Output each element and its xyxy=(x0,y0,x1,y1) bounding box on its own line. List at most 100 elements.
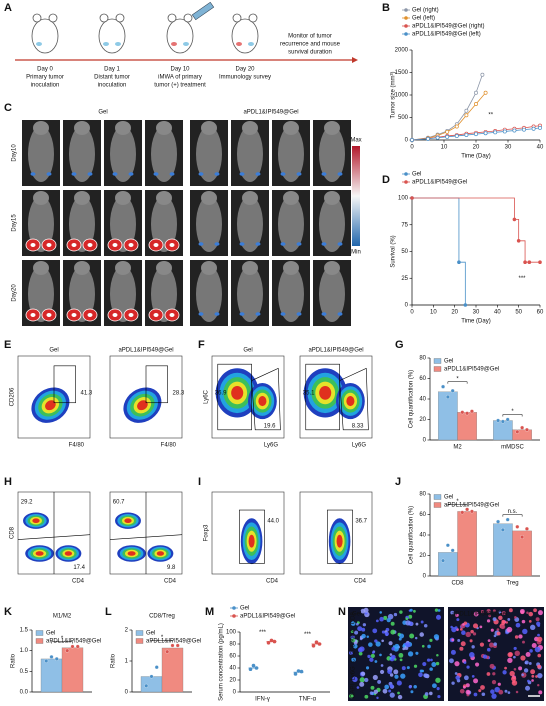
cell xyxy=(507,618,511,621)
cell xyxy=(421,644,425,648)
annotation: *** xyxy=(259,630,267,636)
signal xyxy=(280,242,286,246)
mouse-ear xyxy=(167,13,177,23)
mouse-head xyxy=(242,121,258,135)
signal-core xyxy=(71,243,77,247)
cell xyxy=(475,662,480,667)
replicate xyxy=(154,665,159,670)
mouse-head xyxy=(115,191,131,205)
signal xyxy=(30,172,36,176)
signal xyxy=(153,172,159,176)
annotation: n.s. xyxy=(508,509,518,515)
sig-bracket xyxy=(447,504,468,507)
signal xyxy=(239,242,245,246)
cell xyxy=(493,642,497,646)
y-tick-label: 100 xyxy=(226,630,237,636)
mouse-silhouette xyxy=(319,196,345,252)
legend-marker xyxy=(232,614,236,618)
tumor xyxy=(183,42,189,46)
cell xyxy=(535,675,538,678)
cell xyxy=(433,634,440,640)
cell xyxy=(389,684,394,688)
point xyxy=(516,239,521,243)
panel-label: E xyxy=(4,339,11,351)
replicate xyxy=(500,527,505,532)
cell xyxy=(357,647,363,653)
legend-swatch xyxy=(35,638,44,644)
mouse-head xyxy=(283,261,299,275)
point xyxy=(493,130,498,135)
cell xyxy=(408,685,412,689)
y-tick-label: 0 xyxy=(405,138,409,144)
y-tick-label: 2 xyxy=(125,628,129,634)
replicate xyxy=(272,639,277,644)
replicate xyxy=(469,409,474,414)
mouse-head xyxy=(242,191,258,205)
y-tick-label: 60 xyxy=(419,376,426,382)
cell xyxy=(469,652,475,658)
mouse-ear xyxy=(232,13,242,23)
timeline-note: recurrence and mouse xyxy=(280,42,341,48)
cell xyxy=(459,627,463,631)
cell xyxy=(364,694,369,699)
stain-label: CD8 xyxy=(351,612,357,625)
x-tick-label: 40 xyxy=(494,310,501,316)
cell xyxy=(470,629,474,634)
flow-group: aPDL1&IPI549@Gel xyxy=(118,348,173,354)
quadrant xyxy=(17,534,91,540)
gate-value: 19.6 xyxy=(264,423,276,429)
replicate xyxy=(520,535,525,539)
x-tick-label: CD8 xyxy=(451,581,464,587)
y-tick-label: 20 xyxy=(419,553,426,559)
density xyxy=(35,551,44,556)
density xyxy=(127,551,136,556)
flow-x-label: F4/80 xyxy=(69,443,85,449)
cell xyxy=(472,623,479,629)
cell xyxy=(520,655,526,661)
cell xyxy=(381,630,386,634)
cell xyxy=(384,631,389,636)
cell xyxy=(493,634,497,638)
cell xyxy=(530,669,536,675)
cell xyxy=(372,674,378,681)
y-tick-label: 2000 xyxy=(395,48,409,54)
timeline-text: iMWA of primary xyxy=(158,75,202,81)
point xyxy=(435,135,440,140)
bar xyxy=(140,676,163,693)
cell xyxy=(525,651,531,657)
mouse-head xyxy=(115,261,131,275)
cell xyxy=(430,658,433,662)
cell xyxy=(454,661,460,667)
cell xyxy=(537,653,542,658)
signal xyxy=(337,172,343,176)
replicate xyxy=(505,517,510,522)
point xyxy=(523,260,527,265)
mouse-silhouette xyxy=(151,126,177,182)
cell xyxy=(435,677,441,683)
mouse-head xyxy=(33,261,49,275)
cell xyxy=(471,645,475,649)
cell xyxy=(513,668,517,671)
stain-label: CD206 xyxy=(351,643,357,662)
cell xyxy=(511,676,517,682)
color-bar-label: Max xyxy=(350,138,361,144)
signal xyxy=(255,172,261,176)
stain-label: Ly6G xyxy=(351,666,357,680)
flow-y-label: Foxp3 xyxy=(204,524,210,541)
y-tick-label: 40 xyxy=(419,397,426,403)
stain-label: Ki67 xyxy=(351,629,357,642)
cell xyxy=(427,644,431,649)
y-tick-label: 100 xyxy=(398,196,409,202)
cell xyxy=(460,641,466,647)
replicate xyxy=(314,640,319,644)
sig-bracket xyxy=(447,381,468,384)
gate xyxy=(251,367,281,431)
y-tick-label: 0 xyxy=(423,574,427,580)
cell xyxy=(480,685,485,690)
signal xyxy=(296,312,302,316)
cell xyxy=(383,615,388,620)
cell xyxy=(412,609,416,613)
legend-marker xyxy=(404,180,408,184)
gate-value: 36.7 xyxy=(355,518,367,524)
